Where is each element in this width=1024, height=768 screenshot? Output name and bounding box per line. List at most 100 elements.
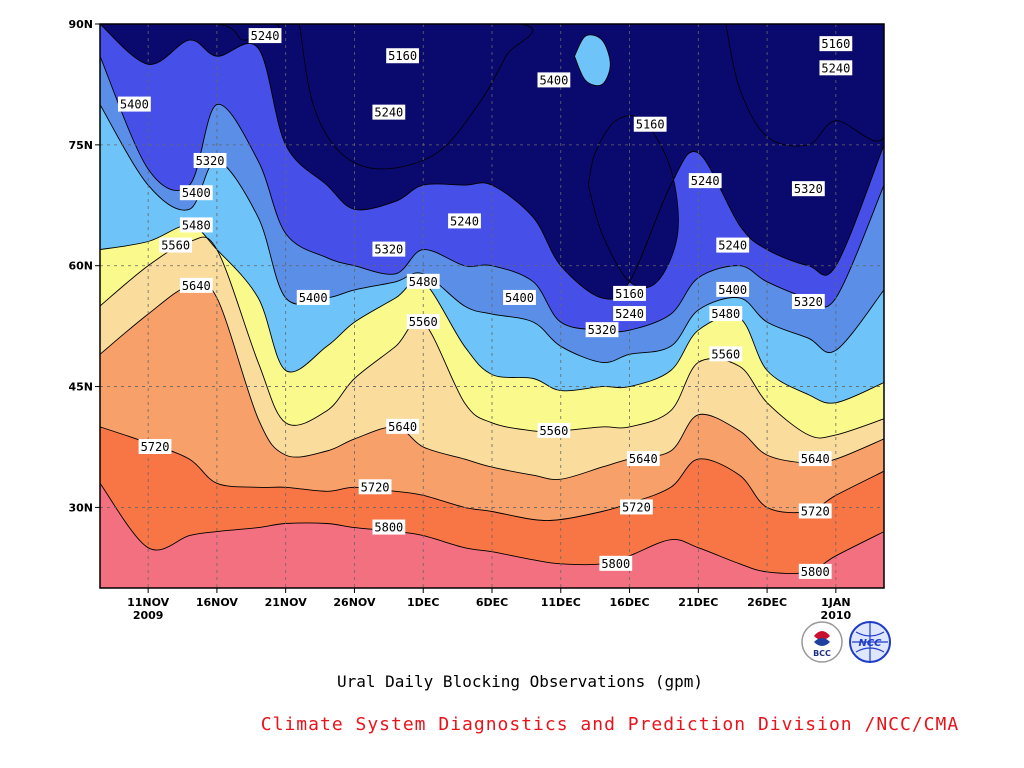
contour-label: 5480 [182, 218, 211, 232]
contour-label: 5160 [821, 37, 850, 51]
cell-5400-pocket [574, 34, 611, 86]
contour-5560 [100, 236, 884, 439]
contour-label-bg [138, 439, 172, 454]
contour-label: 5400 [539, 73, 568, 87]
contour-label-bg [709, 306, 743, 322]
contour-label: 5240 [374, 106, 403, 120]
contour-label-bg [193, 152, 227, 168]
contour-label-bg [537, 422, 571, 438]
y-tick-label: 75N [68, 139, 93, 152]
contour-label-bg [248, 28, 282, 44]
contour-label-bg [448, 213, 481, 229]
contour-label: 5240 [251, 29, 280, 43]
x-tick-label: 16DEC [610, 596, 650, 609]
x-tick-label: 26DEC [747, 596, 787, 609]
contour-label-bg [406, 314, 440, 330]
contour-label: 5400 [182, 186, 211, 200]
fill-band-5800 [100, 483, 884, 588]
contour-label: 5800 [601, 557, 630, 571]
contour-label-bg [296, 289, 330, 305]
contour-label-bg [179, 277, 213, 293]
ncc-logo: NCC [846, 620, 894, 664]
contour-label-bg [798, 503, 832, 519]
x-tick-label: 1DEC [407, 596, 439, 609]
contour-label-bg [585, 322, 619, 338]
contour-label: 5560 [711, 347, 740, 361]
contour-label: 5320 [196, 154, 225, 168]
contour-label-bg [599, 555, 633, 571]
contour-label-bg [537, 72, 571, 88]
x-tick-label: 21NOV [265, 596, 308, 609]
cell-5160-3 [725, 24, 884, 147]
cell-5160-2 [587, 115, 679, 289]
contour-5240 [100, 24, 884, 300]
contour-label-bg [406, 273, 440, 289]
contour-5320 [100, 56, 884, 333]
contour-label-bg [791, 293, 825, 309]
contour-label: 5480 [711, 307, 740, 321]
contour-label-bg [791, 181, 825, 197]
contour-label-bg [358, 479, 392, 495]
contour-label: 5640 [388, 420, 417, 434]
contour-labels: 5800 5800 5800 5720 5720 5720 5720 5640 5640 5640… [117, 28, 853, 579]
contour-label: 5560 [409, 315, 438, 329]
contour-label: 5240 [718, 239, 747, 253]
contour-label-bg [688, 173, 722, 189]
contour-label: 5640 [182, 279, 211, 293]
x-tick-label: 6DEC [476, 596, 508, 609]
bcc-logo: BCC [800, 620, 844, 664]
contour-label: 5320 [794, 182, 823, 196]
contour-label: 5800 [374, 521, 403, 535]
contour-label-bg [386, 48, 419, 64]
contour-label-bg [798, 563, 832, 579]
contour-label-bg [819, 36, 853, 52]
contour-label-bg [179, 217, 213, 233]
contour-label-bg [179, 185, 213, 201]
contour-label: 5720 [622, 500, 651, 514]
contour-label-bg [709, 346, 743, 362]
contour-label: 5480 [409, 275, 438, 289]
x-tick-label: 26NOV [333, 596, 376, 609]
contour-label-bg [117, 96, 151, 112]
contour-label-bg [819, 60, 853, 76]
contour-label: 5560 [539, 424, 568, 438]
y-tick-label: 60N [68, 260, 93, 273]
contour-label: 5720 [141, 440, 170, 454]
cell-5160-0 [100, 24, 280, 41]
svg-text:BCC: BCC [813, 649, 831, 658]
y-tick-label: 45N [68, 381, 93, 394]
x-tick-label: 16NOV [196, 596, 239, 609]
contour-label: 5160 [388, 49, 417, 63]
contour-label: 5400 [718, 283, 747, 297]
contour-label-bg [372, 519, 406, 535]
contour-label: 5320 [374, 243, 403, 257]
x-tick-sublabel: 2009 [133, 609, 164, 622]
contour-label-bg [372, 104, 406, 120]
x-tick-label: 21DEC [678, 596, 718, 609]
contour-label: 5240 [615, 307, 644, 321]
contour-label-bg [386, 418, 419, 434]
contour-5400 [100, 104, 884, 363]
contour-label-bg [613, 306, 646, 322]
contour-lines [100, 24, 884, 574]
contour-label-bg [159, 237, 193, 253]
contour-label: 5640 [801, 452, 830, 466]
contour-label-bg [503, 289, 536, 305]
cell-5160-1 [298, 24, 534, 170]
contour-label: 5240 [450, 214, 479, 228]
contour-label: 5400 [299, 291, 328, 305]
contour-label-bg [716, 281, 750, 297]
contour-label-bg [716, 237, 750, 253]
contour-label: 5560 [161, 239, 190, 253]
contour-label-bg [372, 241, 406, 257]
contour-label-bg [620, 499, 653, 515]
contour-label: 5160 [615, 287, 644, 301]
y-tick-label: 30N [68, 501, 93, 514]
y-axis-ticks: 30N 45N 60N 75N 90N [68, 18, 100, 514]
contour-label-bg [613, 285, 646, 301]
credit-line: Climate System Diagnostics and Predictio… [260, 714, 960, 735]
x-tick-label: 11NOV [127, 596, 170, 609]
x-tick-label: 1JAN [821, 596, 850, 609]
